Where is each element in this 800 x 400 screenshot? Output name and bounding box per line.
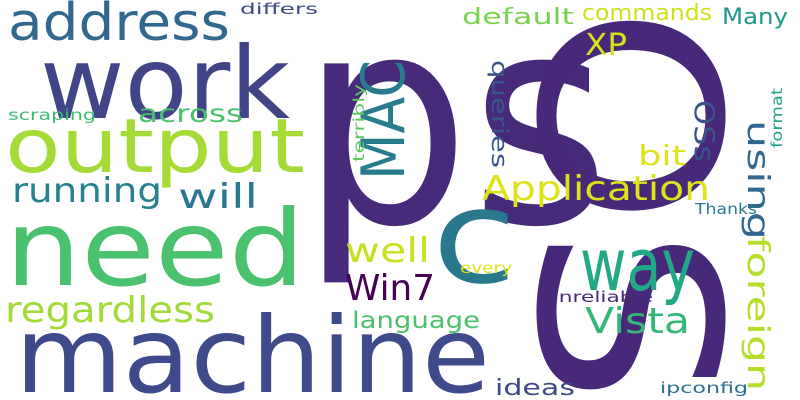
word-every: every — [460, 259, 512, 277]
word-ipconfig: ipconfig — [660, 379, 748, 397]
word-default: default — [462, 5, 575, 30]
word-commands: commands — [582, 1, 712, 26]
word-will: will — [178, 177, 258, 217]
word-os: OS — [481, 5, 772, 400]
word-running: running — [12, 171, 162, 211]
word-mac: MAC — [349, 60, 419, 180]
word-scraping: scraping — [8, 106, 96, 124]
word-way: way — [580, 223, 695, 307]
word-output: output — [5, 102, 305, 190]
word-vista: Vista — [585, 301, 690, 342]
word-across: across — [138, 99, 243, 128]
word-format: format — [768, 88, 786, 148]
word-machine: machine — [15, 295, 490, 400]
word-many: Many — [722, 5, 788, 30]
word-regardless: regardless — [5, 290, 215, 331]
word-work: work — [40, 25, 290, 142]
word-using: using — [740, 120, 775, 240]
word-ideas: ideas — [495, 376, 575, 400]
word-bit: bit — [638, 139, 686, 172]
word-unreliable: unreliable — [545, 288, 653, 306]
word-well: well — [345, 231, 430, 271]
word-queries: queries — [486, 60, 511, 168]
word-language: language — [352, 308, 480, 334]
word-thanks: Thanks — [694, 200, 757, 218]
word-foreign: foreign — [740, 236, 775, 391]
word-address: address — [8, 0, 230, 53]
word-c: c — [432, 161, 517, 313]
word-application: Application — [482, 169, 710, 209]
word-xp: XP — [585, 28, 627, 63]
word-need: need — [5, 188, 305, 310]
word-differs: differs — [240, 0, 318, 18]
word-win7: Win7 — [345, 268, 435, 309]
word-ps: ps — [300, 0, 610, 291]
word-oss: OSs — [688, 100, 721, 162]
word-terribly: terribly — [350, 84, 368, 162]
